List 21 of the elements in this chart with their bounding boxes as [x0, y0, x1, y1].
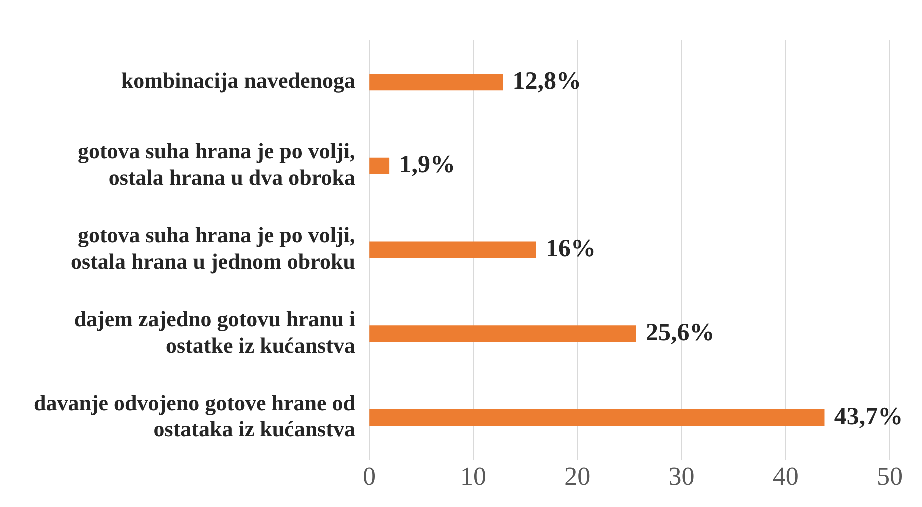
data-label: 43,7% — [834, 403, 904, 430]
data-label: 12,8% — [512, 68, 582, 95]
data-label: 25,6% — [646, 319, 715, 346]
data-label: 1,9% — [399, 152, 456, 179]
x-tick-label: 10 — [460, 462, 487, 492]
y-tick-label: davanje odvojeno gotove hrane od ostataka iz kućanstva — [34, 390, 356, 442]
bar — [370, 158, 390, 175]
x-tick-label: 50 — [877, 462, 903, 492]
x-tick-label: 40 — [772, 462, 799, 492]
data-label: 16% — [546, 236, 596, 263]
bar — [370, 326, 636, 342]
y-tick-label: dajem zajedno gotovu hranu i ostatke iz kućanstva — [74, 306, 356, 358]
y-tick-label: gotova suha hrana je po volji, ostala hrana u dva obroka — [78, 138, 356, 190]
x-tick-label: 30 — [668, 462, 695, 492]
bar — [370, 242, 536, 258]
y-tick-label: kombinacija navedenoga — [121, 68, 356, 94]
x-tick-label: 20 — [564, 462, 591, 492]
bar — [370, 410, 825, 426]
x-tick-label: 0 — [362, 462, 376, 492]
bar — [370, 74, 504, 91]
y-tick-label: gotova suha hrana je po volji, ostala hrana u jednom obroku — [71, 222, 356, 274]
